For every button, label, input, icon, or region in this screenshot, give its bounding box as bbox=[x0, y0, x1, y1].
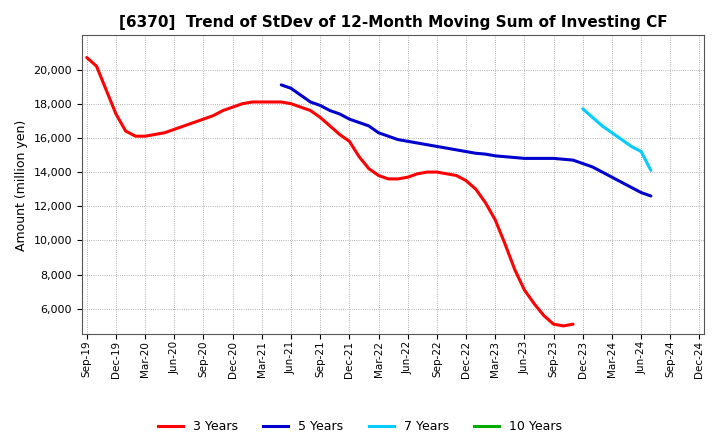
5 Years bbox=[481, 151, 490, 157]
5 Years bbox=[433, 144, 441, 149]
5 Years bbox=[452, 147, 461, 153]
5 Years bbox=[297, 92, 305, 98]
7 Years bbox=[627, 144, 636, 149]
5 Years bbox=[578, 161, 587, 166]
Line: 5 Years: 5 Years bbox=[282, 85, 651, 196]
5 Years bbox=[520, 156, 528, 161]
5 Years bbox=[617, 180, 626, 185]
7 Years bbox=[647, 168, 655, 173]
5 Years bbox=[345, 117, 354, 122]
5 Years bbox=[539, 156, 548, 161]
5 Years bbox=[569, 158, 577, 163]
5 Years bbox=[325, 108, 334, 113]
5 Years bbox=[394, 137, 402, 142]
Line: 3 Years: 3 Years bbox=[87, 58, 573, 326]
Y-axis label: Amount (million yen): Amount (million yen) bbox=[15, 119, 28, 250]
5 Years bbox=[423, 142, 431, 147]
5 Years bbox=[403, 139, 412, 144]
5 Years bbox=[608, 175, 616, 180]
7 Years bbox=[617, 137, 626, 142]
5 Years bbox=[559, 157, 567, 162]
Line: 7 Years: 7 Years bbox=[582, 109, 651, 170]
5 Years bbox=[510, 155, 519, 160]
5 Years bbox=[491, 153, 500, 158]
5 Years bbox=[588, 164, 597, 169]
5 Years bbox=[316, 103, 325, 108]
7 Years bbox=[608, 130, 616, 136]
5 Years bbox=[384, 133, 392, 139]
5 Years bbox=[364, 123, 373, 128]
5 Years bbox=[549, 156, 558, 161]
5 Years bbox=[627, 185, 636, 190]
5 Years bbox=[413, 140, 422, 146]
3 Years bbox=[219, 108, 228, 113]
Title: [6370]  Trend of StDev of 12-Month Moving Sum of Investing CF: [6370] Trend of StDev of 12-Month Moving… bbox=[119, 15, 667, 30]
5 Years bbox=[500, 154, 509, 159]
5 Years bbox=[374, 130, 383, 136]
5 Years bbox=[598, 169, 606, 175]
7 Years bbox=[598, 123, 606, 128]
5 Years bbox=[530, 156, 539, 161]
5 Years bbox=[442, 146, 451, 151]
5 Years bbox=[336, 111, 344, 117]
Legend: 3 Years, 5 Years, 7 Years, 10 Years: 3 Years, 5 Years, 7 Years, 10 Years bbox=[153, 415, 567, 438]
5 Years bbox=[355, 120, 364, 125]
3 Years bbox=[287, 101, 295, 106]
5 Years bbox=[287, 86, 295, 91]
5 Years bbox=[277, 82, 286, 88]
5 Years bbox=[647, 193, 655, 198]
5 Years bbox=[472, 150, 480, 156]
7 Years bbox=[578, 106, 587, 111]
3 Years bbox=[394, 176, 402, 182]
3 Years bbox=[83, 55, 91, 60]
7 Years bbox=[636, 149, 645, 154]
5 Years bbox=[462, 149, 470, 154]
3 Years bbox=[199, 117, 208, 122]
5 Years bbox=[636, 190, 645, 195]
5 Years bbox=[306, 99, 315, 105]
3 Years bbox=[433, 169, 441, 175]
7 Years bbox=[588, 115, 597, 120]
